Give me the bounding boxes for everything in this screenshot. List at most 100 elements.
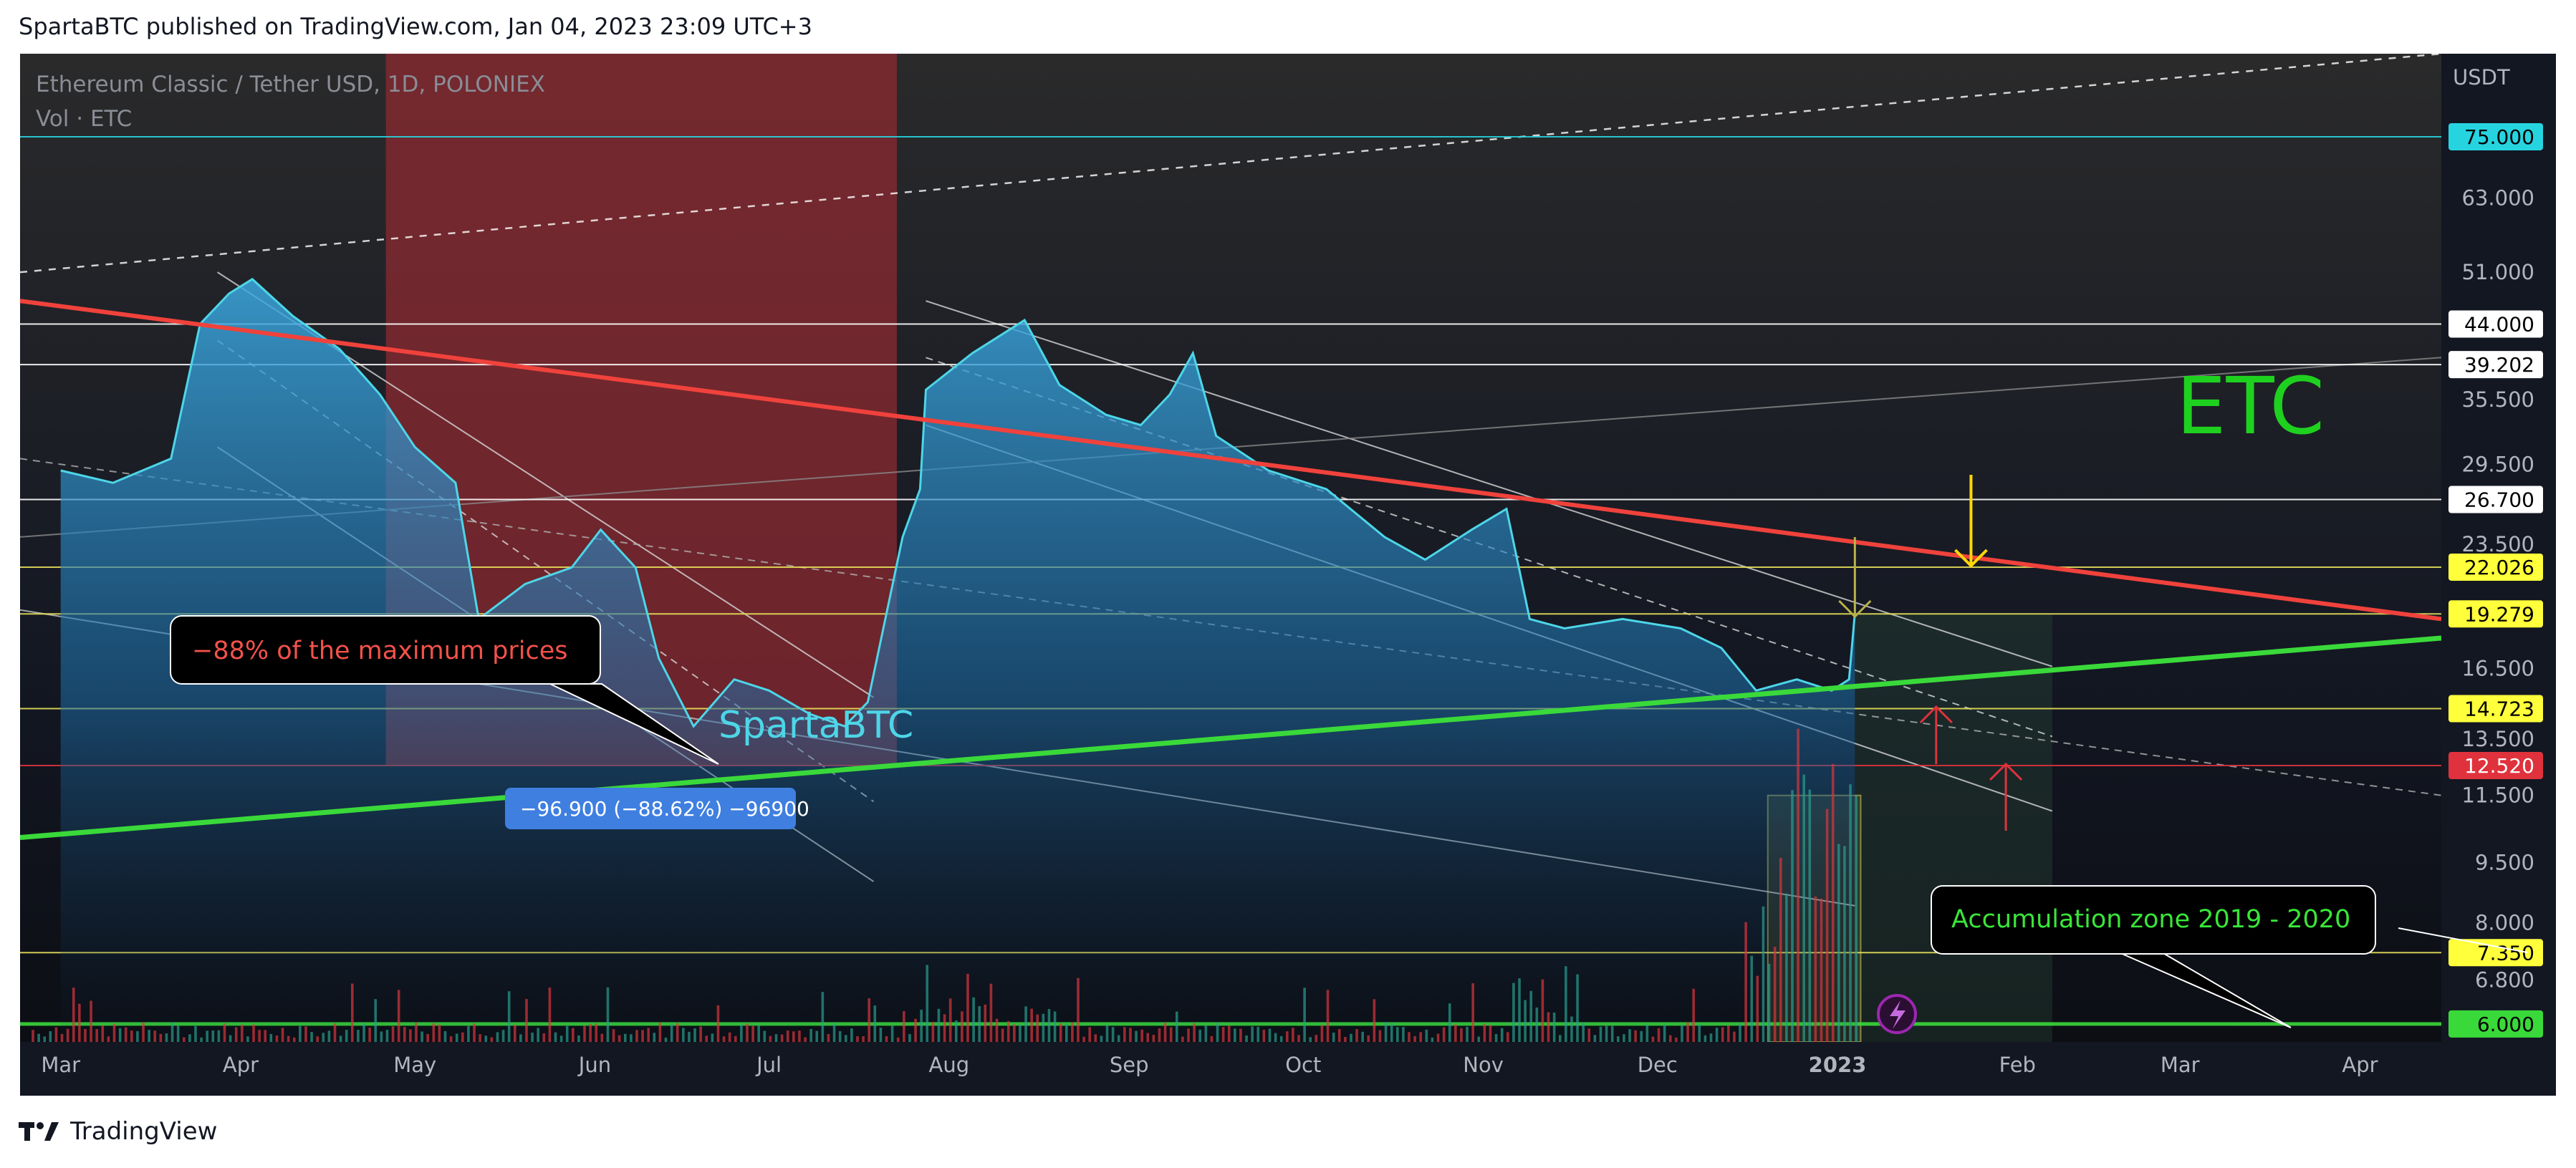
volume-bar <box>182 1037 186 1042</box>
volume-bar <box>1808 789 1812 1042</box>
level-tag-text-2: 44.000 <box>2464 313 2534 337</box>
volume-bar <box>176 1025 180 1042</box>
volume-bar <box>693 1028 696 1042</box>
volume-bar <box>496 1032 499 1042</box>
volume-bar <box>1820 898 1823 1042</box>
volume-bar <box>1599 1026 1602 1042</box>
volume-bar <box>1053 1011 1057 1042</box>
volume-bar <box>43 1036 47 1042</box>
volume-bar <box>136 1031 139 1042</box>
volume-bar <box>362 1023 365 1042</box>
volume-bar <box>1088 1027 1092 1042</box>
volume-bar <box>479 1034 481 1042</box>
volume-bar <box>443 1031 447 1042</box>
volume-bar <box>60 1033 64 1042</box>
price-tick-9: 9.500 <box>2475 850 2534 874</box>
volume-bar <box>1744 922 1747 1042</box>
volume-bar <box>246 1036 249 1042</box>
volume-bar <box>572 1028 575 1042</box>
volume-bar <box>623 1033 627 1042</box>
volume-bar <box>653 1033 656 1042</box>
volume-bar <box>931 1022 935 1042</box>
volume-bar <box>1675 1037 1678 1042</box>
volume-bar <box>1367 1035 1370 1042</box>
volume-bar <box>862 1036 865 1042</box>
volume-bar <box>142 1022 145 1042</box>
volume-bar <box>914 1018 917 1042</box>
volume-bar <box>1152 1035 1155 1042</box>
volume-bar <box>1565 966 1567 1042</box>
volume-bar <box>1843 846 1846 1042</box>
volume-bar <box>1030 1008 1033 1042</box>
volume-bar <box>1396 1027 1399 1042</box>
volume-bar <box>229 1035 232 1042</box>
volume-bar <box>815 1031 819 1042</box>
volume-bar <box>763 1031 766 1042</box>
volume-bar <box>1256 1026 1260 1042</box>
volume-bar <box>780 1034 784 1042</box>
volume-bar <box>658 1022 662 1042</box>
volume-bar <box>1605 1025 1608 1042</box>
volume-bar <box>548 988 552 1042</box>
volume-bar <box>1181 1036 1184 1042</box>
volume-bar <box>1466 1026 1469 1042</box>
price-area <box>60 279 1855 1042</box>
volume-bar <box>961 1011 963 1042</box>
volume-bar <box>264 1030 267 1042</box>
volume-bar <box>890 1025 894 1042</box>
volume-bar <box>1634 1030 1637 1042</box>
volume-bar <box>391 1026 395 1042</box>
volume-bar <box>415 1022 418 1042</box>
volume-bar <box>1373 999 1376 1042</box>
volume-bar <box>1797 728 1799 1042</box>
volume-bar <box>583 1025 586 1042</box>
accumulation-callout: Accumulation zone 2019 - 2020 <box>1931 885 2528 1028</box>
volume-bar <box>112 1023 116 1042</box>
volume-bar <box>821 992 825 1042</box>
price-tick-4: 29.500 <box>2462 453 2534 477</box>
volume-bar <box>66 1028 69 1042</box>
volume-bar <box>1036 1014 1039 1042</box>
time-tick-14: Apr <box>2342 1053 2378 1077</box>
volume-bar <box>1344 1036 1347 1042</box>
volume-bar <box>670 1024 673 1042</box>
volume-bar <box>954 1020 958 1042</box>
volume-bar <box>554 1032 557 1042</box>
volume-bar <box>809 1028 812 1042</box>
volume-bar <box>420 1031 423 1042</box>
volume-bar <box>1623 1034 1625 1042</box>
publisher-header: SpartaBTC published on TradingView.com, … <box>19 13 812 40</box>
time-tick-1: Mar <box>41 1053 80 1077</box>
level-tag-text-3: 39.202 <box>2464 353 2534 377</box>
lightning-icon[interactable] <box>1877 994 1917 1034</box>
volume-bar <box>966 973 969 1042</box>
volume-legend[interactable]: Vol · ETC <box>36 106 132 132</box>
volume-bar <box>1512 983 1515 1042</box>
volume-bar <box>1791 790 1794 1042</box>
price-tick-5: 23.500 <box>2462 532 2534 556</box>
volume-bar <box>1274 1033 1277 1042</box>
symbol-legend[interactable]: Ethereum Classic / Tether USD, 1D, POLON… <box>36 72 545 97</box>
volume-bar <box>1617 1036 1620 1042</box>
volume-bar <box>844 1035 847 1042</box>
volume-bar <box>1146 1033 1150 1042</box>
volume-bar <box>513 1025 516 1042</box>
price-chart[interactable]: 63.000 51.000 35.500 29.500 23.500 16.500 13.5… <box>20 54 2556 1096</box>
volume-bar <box>1570 1016 1573 1042</box>
volume-bar <box>1082 1036 1085 1042</box>
volume-bar <box>1094 1034 1097 1042</box>
volume-bar <box>1019 1024 1022 1042</box>
volume-bar <box>339 1036 342 1042</box>
volume-bar <box>37 1033 40 1042</box>
volume-bar <box>1337 1029 1341 1042</box>
level-tag-3 <box>2448 351 2543 379</box>
volume-bar <box>525 999 528 1042</box>
volume-bar <box>688 1031 691 1042</box>
volume-bar <box>368 1028 371 1042</box>
volume-bar <box>1100 1036 1103 1042</box>
volume-bar <box>920 1009 923 1042</box>
volume-bar <box>832 1023 836 1042</box>
volume-bar <box>385 1029 389 1042</box>
volume-bar <box>1529 990 1533 1042</box>
level-tag-1 <box>2448 122 2543 150</box>
